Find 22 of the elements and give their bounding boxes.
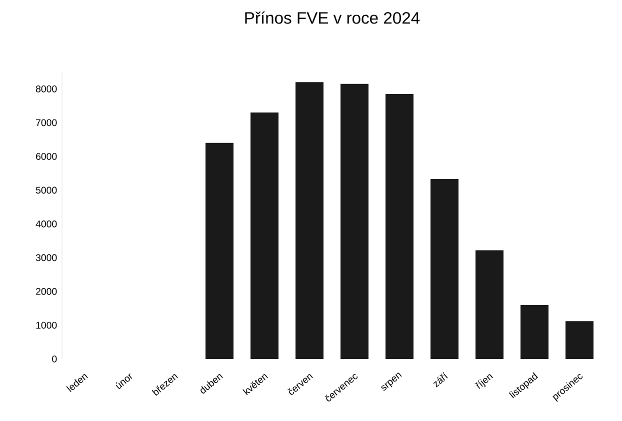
y-tick-label: 3000 (36, 254, 57, 262)
bar (476, 250, 504, 359)
bar (206, 142, 234, 359)
x-tick-label: říjen (474, 374, 494, 389)
y-tick-label: 2000 (36, 288, 57, 295)
x-tick-label: září (433, 372, 448, 388)
y-tick-label: 6000 (36, 153, 57, 160)
y-tick-label: 7000 (36, 119, 57, 126)
bar (250, 112, 278, 359)
y-tick-label: 8000 (36, 85, 57, 92)
bar (340, 84, 368, 359)
y-tick-label: 4000 (36, 220, 57, 228)
x-tick-label: únor (116, 373, 132, 389)
y-tick-label: 0 (52, 356, 57, 362)
y-tick-label: 1000 (36, 322, 57, 329)
bar (430, 179, 458, 359)
bar (386, 94, 414, 359)
y-tick-label: 5000 (36, 186, 57, 194)
bar (566, 321, 594, 359)
bar (296, 82, 324, 359)
chart-title: Přínos FVE v roce 2024 (245, 11, 420, 24)
bar (520, 304, 549, 359)
